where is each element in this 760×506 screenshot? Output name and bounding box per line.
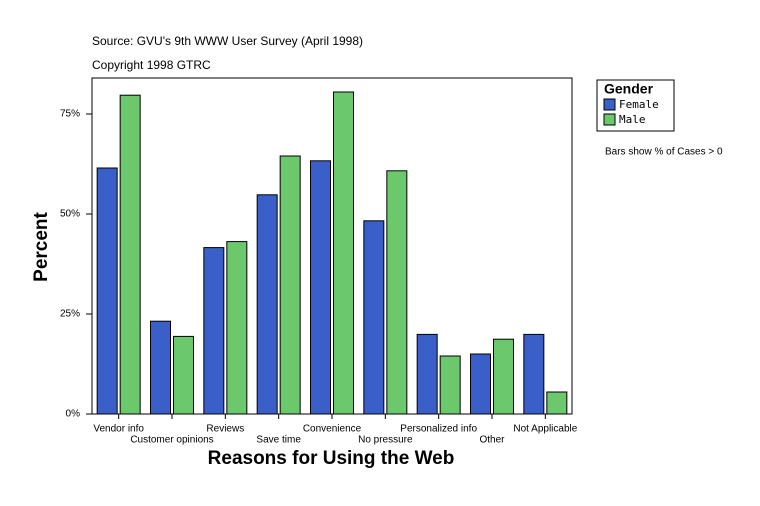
bar: [150, 320, 171, 415]
x-tick-label: No pressure: [358, 435, 413, 446]
y-tick-label: 75%: [60, 109, 80, 120]
x-tick-label: Convenience: [303, 424, 362, 435]
bar: [523, 333, 545, 415]
bar: [203, 247, 225, 415]
legend-label: Female: [619, 98, 659, 111]
x-tick-label: Not Applicable: [513, 424, 577, 435]
subtitle: Source: GVU's 9th WWW User Survey (April…: [92, 34, 363, 48]
note: Bars show % of Cases > 0: [605, 147, 723, 158]
bar: [226, 241, 248, 415]
legend-swatch: [603, 98, 616, 111]
x-axis-title: Reasons for Using the Web: [208, 448, 455, 469]
bar: [416, 333, 438, 415]
x-tick-label: Customer opinions: [130, 435, 213, 446]
y-axis-title: Percent: [31, 211, 52, 281]
legend-swatch: [603, 113, 616, 126]
bar: [173, 335, 194, 415]
bar: [333, 91, 354, 415]
y-tick-label: 0%: [66, 409, 81, 420]
x-tick-label: Reviews: [206, 424, 244, 435]
copyright: Copyright 1998 GTRC: [92, 58, 211, 72]
bar: [363, 220, 385, 415]
bar: [493, 338, 514, 415]
bar: [256, 194, 278, 415]
x-tick-label: Save time: [256, 435, 301, 446]
y-tick-label: 25%: [60, 309, 80, 320]
bar: [439, 355, 461, 415]
legend-title: Gender: [604, 81, 654, 97]
y-tick-label: 50%: [60, 209, 80, 220]
bar: [470, 353, 491, 415]
bar: [310, 160, 331, 415]
legend-label: Male: [619, 113, 646, 126]
bar: [119, 94, 141, 415]
x-tick-label: Vendor info: [93, 424, 144, 435]
bar: [279, 155, 301, 415]
x-tick-label: Personalized info: [400, 424, 477, 435]
bar: [96, 167, 118, 415]
bar: [386, 170, 408, 415]
x-tick-label: Other: [479, 435, 505, 446]
bar: [546, 391, 568, 415]
